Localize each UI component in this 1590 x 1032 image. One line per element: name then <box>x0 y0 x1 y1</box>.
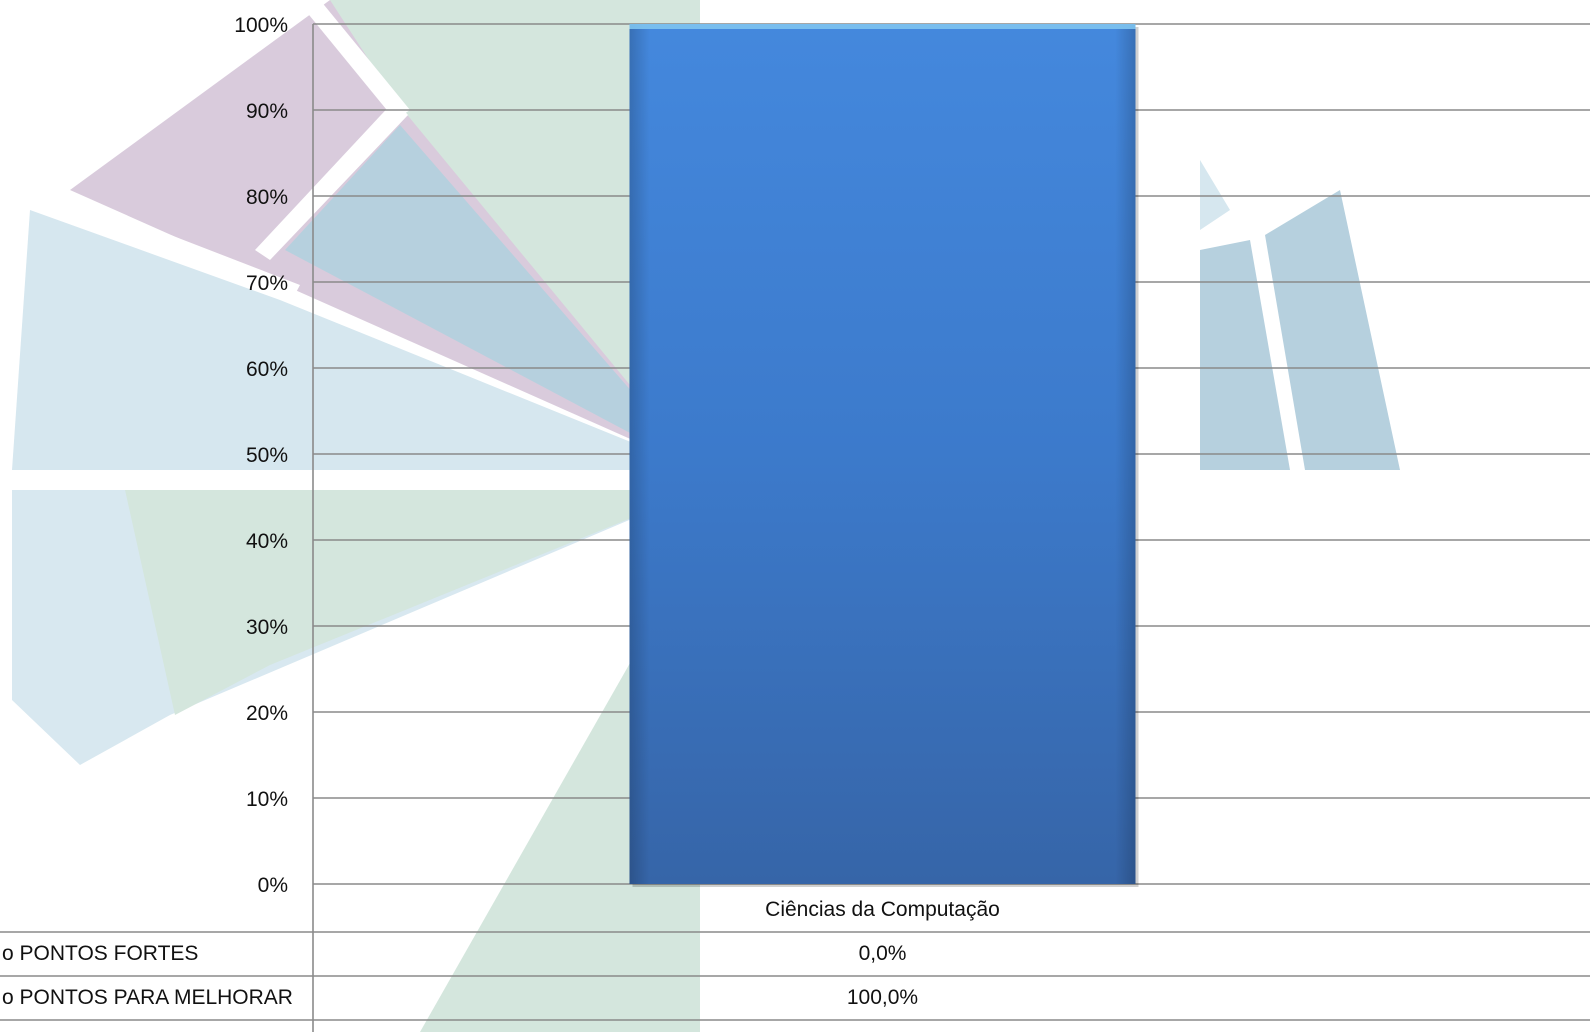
y-tick-label: 80% <box>246 186 288 209</box>
y-tick-label: 40% <box>246 530 288 553</box>
y-tick-label: 60% <box>246 358 288 381</box>
plot-area: 0% 10% 20% 30% 40% 50% 60% 70% 80% 90% 100% Ciênci… <box>0 14 1590 1032</box>
y-tick-label: 100% <box>234 14 288 37</box>
table-cell-value: 100,0% <box>847 986 918 1009</box>
background-watermark <box>12 0 1400 1032</box>
y-tick-label: 30% <box>246 616 288 639</box>
y-tick-label: 0% <box>258 874 288 897</box>
y-tick-label: 10% <box>246 788 288 811</box>
table-cell-value: 0,0% <box>859 942 907 965</box>
y-tick-label: 90% <box>246 100 288 123</box>
table-row-label: o PONTOS FORTES <box>2 942 198 965</box>
table-row-label: o PONTOS PARA MELHORAR <box>2 986 293 1009</box>
bar-edge-shade <box>629 24 1136 884</box>
data-table: o PONTOS FORTES 0,0% o PONTOS PARA MELHORA… <box>0 931 1590 1021</box>
x-category-label: Ciências da Computação <box>765 898 1000 921</box>
y-tick-label: 50% <box>246 444 288 467</box>
bars <box>629 24 1139 887</box>
y-tick-label: 70% <box>246 272 288 295</box>
bar-top-highlight <box>629 24 1136 29</box>
y-tick-label: 20% <box>246 702 288 725</box>
x-axis-category-labels: Ciências da Computação <box>765 898 1000 921</box>
y-axis-tick-labels: 0% 10% 20% 30% 40% 50% 60% 70% 80% 90% 100% <box>234 14 288 897</box>
